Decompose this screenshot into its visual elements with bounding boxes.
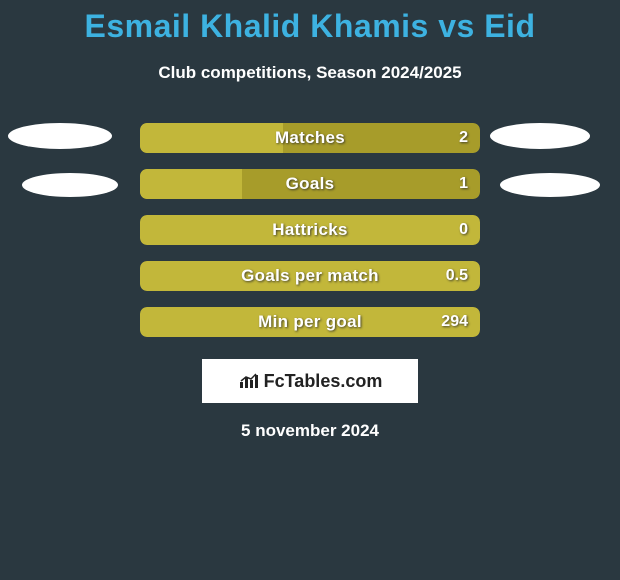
player-ellipse-left-2 <box>22 173 118 197</box>
bar-value: 0.5 <box>446 261 468 291</box>
player-ellipse-left-1 <box>8 123 112 149</box>
bar-label: Min per goal <box>140 307 480 337</box>
stat-bar: Goals per match0.5 <box>140 261 480 291</box>
comparison-chart: Matches2Goals1Hattricks0Goals per match0… <box>0 123 620 337</box>
bar-value: 294 <box>441 307 468 337</box>
bar-label: Matches <box>140 123 480 153</box>
date-line: 5 november 2024 <box>0 421 620 441</box>
bar-label: Hattricks <box>140 215 480 245</box>
stat-bar: Hattricks0 <box>140 215 480 245</box>
bar-value: 1 <box>459 169 468 199</box>
page-title: Esmail Khalid Khamis vs Eid <box>0 0 620 45</box>
bar-label: Goals <box>140 169 480 199</box>
bars-container: Matches2Goals1Hattricks0Goals per match0… <box>0 123 620 337</box>
bar-value: 0 <box>459 215 468 245</box>
stat-bar: Matches2 <box>140 123 480 153</box>
player-ellipse-right-1 <box>490 123 590 149</box>
player-ellipse-right-2 <box>500 173 600 197</box>
stat-bar: Min per goal294 <box>140 307 480 337</box>
bar-value: 2 <box>459 123 468 153</box>
chart-icon <box>238 372 260 390</box>
stat-bar: Goals1 <box>140 169 480 199</box>
bar-label: Goals per match <box>140 261 480 291</box>
logo-box: FcTables.com <box>202 359 418 403</box>
subtitle: Club competitions, Season 2024/2025 <box>0 63 620 83</box>
logo-text: FcTables.com <box>264 371 383 392</box>
